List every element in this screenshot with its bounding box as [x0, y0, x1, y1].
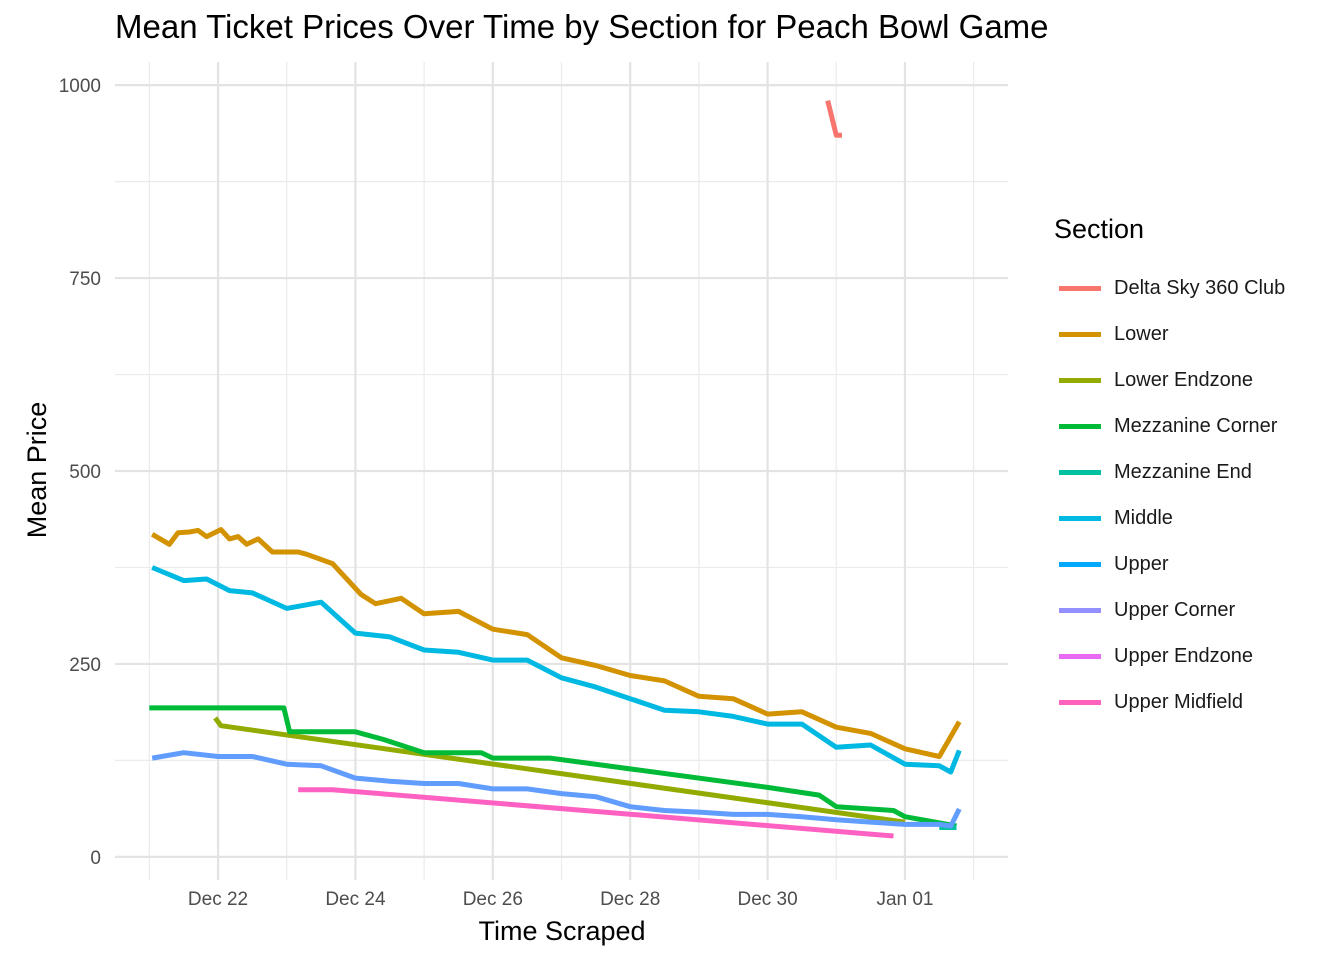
- x-tick-label: Dec 24: [325, 889, 386, 910]
- y-tick-label: 500: [69, 462, 101, 483]
- y-tick-label: 250: [69, 655, 101, 676]
- legend-item: Mezzanine Corner: [1054, 403, 1285, 449]
- series-line-delta-sky-360-club: [825, 99, 842, 138]
- legend-label: Upper: [1114, 553, 1169, 576]
- series-line-lower-endzone: [213, 716, 906, 825]
- x-axis-title: Time Scraped: [478, 916, 645, 946]
- legend-key-swatch: [1059, 331, 1101, 337]
- legend-label: Mezzanine End: [1114, 460, 1252, 483]
- y-tick-label: 1000: [59, 76, 101, 97]
- series-line-upper: [151, 750, 962, 829]
- legend-item: Upper Midfield: [1054, 680, 1285, 726]
- x-tick-label: Dec 30: [737, 889, 797, 910]
- series-lines: [149, 99, 962, 839]
- legend-label: Lower: [1114, 322, 1169, 345]
- legend-key-swatch: [1059, 423, 1101, 429]
- x-tick-label: Dec 22: [188, 889, 248, 910]
- y-axis-ticks: 0 250 500 750 1000: [59, 76, 101, 869]
- y-axis-title: Mean Price: [22, 402, 52, 539]
- legend-item: Mezzanine End: [1054, 449, 1285, 495]
- series-line-upper-midfield: [298, 787, 894, 839]
- series-line-lower: [150, 527, 962, 759]
- y-tick-label: 0: [90, 848, 101, 869]
- legend-key-swatch: [1059, 562, 1101, 568]
- x-axis-ticks: Dec 22 Dec 24 Dec 26 Dec 28 Dec 30 Jan 01: [188, 889, 934, 910]
- legend-label: Middle: [1114, 507, 1173, 530]
- legend-label: Lower Endzone: [1114, 368, 1253, 391]
- legend-key-swatch: [1059, 285, 1101, 291]
- legend-key-swatch: [1059, 377, 1101, 383]
- legend-key-swatch: [1059, 654, 1101, 660]
- legend-item: Delta Sky 360 Club: [1054, 265, 1285, 311]
- legend-item: Lower Endzone: [1054, 357, 1285, 403]
- x-tick-label: Jan 01: [876, 889, 933, 910]
- legend: Section Delta Sky 360 Club Lower Lower End…: [1054, 214, 1285, 726]
- legend-items: Delta Sky 360 Club Lower Lower Endzone Mezz…: [1054, 265, 1285, 726]
- legend-label: Mezzanine Corner: [1114, 414, 1278, 437]
- grid: [115, 62, 1008, 880]
- legend-key-swatch: [1059, 700, 1101, 706]
- legend-label: Upper Midfield: [1114, 691, 1243, 714]
- legend-key-swatch: [1059, 469, 1101, 475]
- series-line-mezzanine-corner: [149, 705, 957, 829]
- legend-item: Middle: [1054, 495, 1285, 541]
- legend-label: Upper Endzone: [1114, 645, 1253, 668]
- legend-key-swatch: [1059, 608, 1101, 614]
- x-tick-label: Dec 26: [463, 889, 523, 910]
- legend-item: Lower: [1054, 311, 1285, 357]
- x-tick-label: Dec 28: [600, 889, 660, 910]
- legend-label: Upper Corner: [1114, 599, 1236, 622]
- series-line-middle: [151, 565, 962, 775]
- legend-item: Upper Corner: [1054, 588, 1285, 634]
- legend-item: Upper: [1054, 542, 1285, 588]
- legend-label: Delta Sky 360 Club: [1114, 276, 1286, 299]
- legend-key-swatch: [1059, 516, 1101, 522]
- legend-item: Upper Endzone: [1054, 634, 1285, 680]
- y-tick-label: 750: [69, 269, 101, 290]
- legend-title: Section: [1054, 214, 1145, 244]
- chart-title: Mean Ticket Prices Over Time by Section …: [115, 8, 1049, 45]
